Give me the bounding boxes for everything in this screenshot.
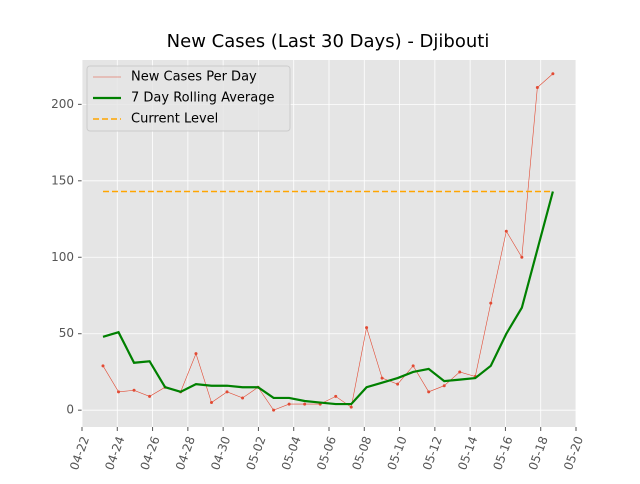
point [458, 370, 462, 374]
point [132, 388, 136, 392]
chart-title: New Cases (Last 30 Days) - Djibouti [167, 31, 490, 52]
point [194, 352, 198, 356]
point [365, 326, 369, 330]
point [427, 390, 431, 394]
y-tick-label: 150 [51, 173, 74, 187]
point [303, 402, 307, 406]
series-line [102, 191, 554, 406]
point [225, 390, 229, 394]
legend-box [86, 65, 291, 132]
point [209, 401, 213, 405]
point [101, 364, 105, 368]
legend-label: 7 Day Rolling Average [131, 91, 274, 106]
point [535, 86, 539, 90]
point [148, 394, 152, 398]
point [241, 396, 245, 400]
legend-label: New Cases Per Day [131, 70, 257, 85]
legend-label: Current Level [131, 112, 218, 127]
point [520, 255, 524, 259]
y-tick-label: 0 [66, 403, 74, 417]
y-tick-label: 50 [59, 326, 74, 340]
point [551, 72, 555, 76]
y-tick-label: 100 [51, 250, 74, 264]
point [504, 229, 508, 233]
point [411, 364, 415, 368]
point [334, 394, 338, 398]
point [349, 405, 353, 409]
point [489, 301, 493, 305]
point [272, 408, 276, 412]
point [442, 384, 446, 388]
point [117, 390, 121, 394]
point [396, 382, 400, 386]
point [380, 376, 384, 380]
point [287, 402, 291, 406]
y-tick-label: 200 [51, 97, 74, 111]
